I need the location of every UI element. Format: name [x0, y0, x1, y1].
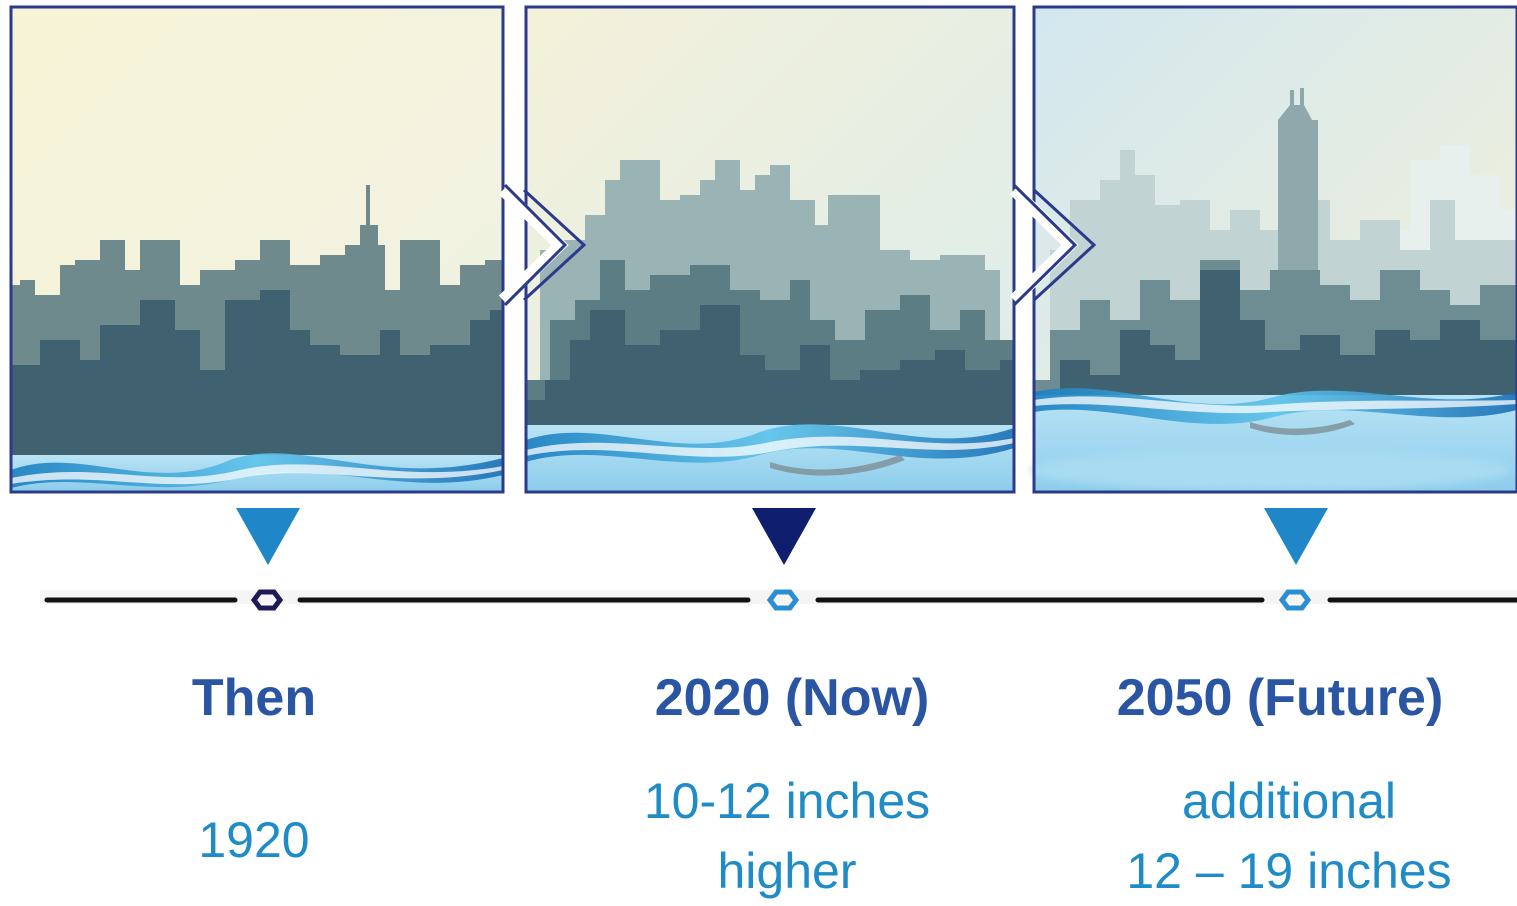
panel-future: [1030, 5, 1517, 494]
chevron-connector-1: [498, 183, 587, 307]
timeline-node-now: [766, 589, 800, 611]
era-title-then: Then: [191, 669, 317, 727]
era-detail-line: 12 – 19 inches: [1126, 843, 1452, 899]
panel-now: [524, 5, 1016, 494]
era-detail-now: 10-12 inches higher: [587, 766, 987, 906]
era-detail-line: 10-12 inches: [643, 773, 931, 829]
marker-future: [1264, 508, 1328, 565]
skyline-tower: [1278, 88, 1318, 300]
timeline-node-then: [250, 589, 284, 611]
skyline-front: [11, 290, 503, 492]
era-detail-then: 1920: [104, 805, 404, 875]
era-detail-line: higher: [717, 843, 857, 899]
chevron-connector-2: [1009, 183, 1097, 307]
timeline-node-future: [1278, 589, 1312, 611]
marker-now: [752, 508, 816, 565]
era-detail-line: 1920: [198, 812, 310, 868]
panel-then: [9, 5, 505, 494]
era-title-future: 2050 (Future): [1116, 669, 1444, 727]
era-detail-line: additional: [1181, 773, 1397, 829]
era-title-now: 2020 (Now): [654, 669, 930, 727]
marker-then: [236, 508, 300, 565]
era-detail-future: additional 12 – 19 inches: [1089, 766, 1489, 906]
